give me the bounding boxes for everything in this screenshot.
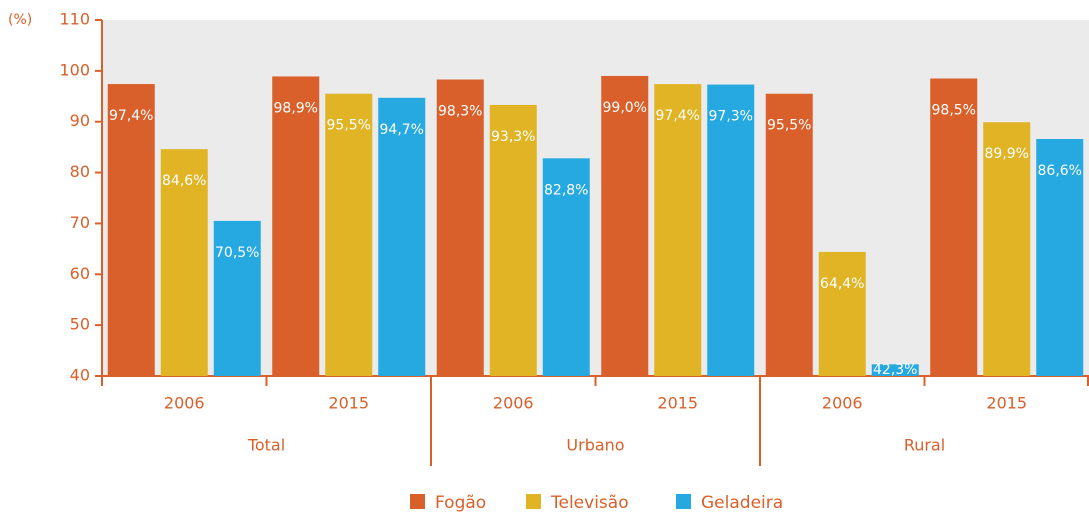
bar	[930, 78, 978, 376]
bar	[489, 104, 537, 376]
y-tick-label: 70	[70, 213, 90, 232]
value-label: 86,6%	[1038, 163, 1082, 179]
y-tick-label: 110	[59, 10, 90, 29]
value-label: 98,3%	[438, 104, 482, 120]
plot-background	[102, 20, 1089, 376]
y-tick-label: 50	[70, 315, 90, 334]
bar	[601, 75, 649, 376]
bar	[818, 251, 866, 376]
value-label: 97,4%	[656, 108, 700, 124]
value-label: 98,5%	[932, 102, 976, 118]
legend-swatch	[410, 494, 425, 509]
x-tick-label: 2015	[328, 394, 369, 413]
value-label: 99,0%	[603, 100, 647, 116]
legend-label: Geladeira	[701, 493, 783, 513]
value-label: 89,9%	[985, 146, 1029, 162]
y-tick-label: 90	[70, 111, 90, 130]
x-tick-label: 2015	[657, 394, 698, 413]
value-label: 98,9%	[274, 100, 318, 116]
bar	[378, 97, 426, 376]
group-label: Urbano	[566, 436, 624, 455]
x-tick-label: 2015	[986, 394, 1027, 413]
x-tick-label: 2006	[493, 394, 534, 413]
bar	[213, 220, 261, 376]
value-label: 95,5%	[327, 118, 371, 134]
bar	[107, 84, 155, 376]
bar	[160, 149, 208, 376]
y-tick-label: 40	[70, 366, 90, 385]
y-tick-label: 60	[70, 264, 90, 283]
legend-swatch	[676, 494, 691, 509]
value-label: 97,4%	[109, 108, 153, 124]
bar	[654, 84, 702, 376]
legend-swatch	[526, 494, 541, 509]
bar	[871, 364, 919, 376]
x-tick-label: 2006	[164, 394, 205, 413]
bar	[765, 93, 813, 376]
y-tick-label: 80	[70, 162, 90, 181]
bar	[272, 76, 320, 377]
value-label: 42,3%	[873, 362, 917, 378]
bar	[542, 158, 590, 376]
bar	[707, 84, 755, 377]
value-label: 70,5%	[215, 245, 259, 261]
value-label: 97,3%	[709, 109, 753, 125]
bar	[983, 122, 1031, 376]
x-tick-label: 2006	[822, 394, 863, 413]
value-label: 82,8%	[544, 182, 588, 198]
y-tick-label: 100	[59, 60, 90, 79]
bar	[325, 93, 373, 376]
bar	[1036, 139, 1084, 376]
y-axis-label: (%)	[8, 12, 32, 28]
value-label: 84,6%	[162, 173, 206, 189]
bar	[436, 79, 484, 376]
value-label: 64,4%	[820, 276, 864, 292]
legend-label: Fogão	[435, 493, 486, 513]
group-label: Rural	[904, 436, 945, 455]
value-label: 95,5%	[767, 118, 811, 134]
group-label: Total	[247, 436, 285, 455]
value-label: 93,3%	[491, 129, 535, 145]
legend-label: Televisão	[550, 493, 629, 513]
value-label: 94,7%	[380, 122, 424, 138]
